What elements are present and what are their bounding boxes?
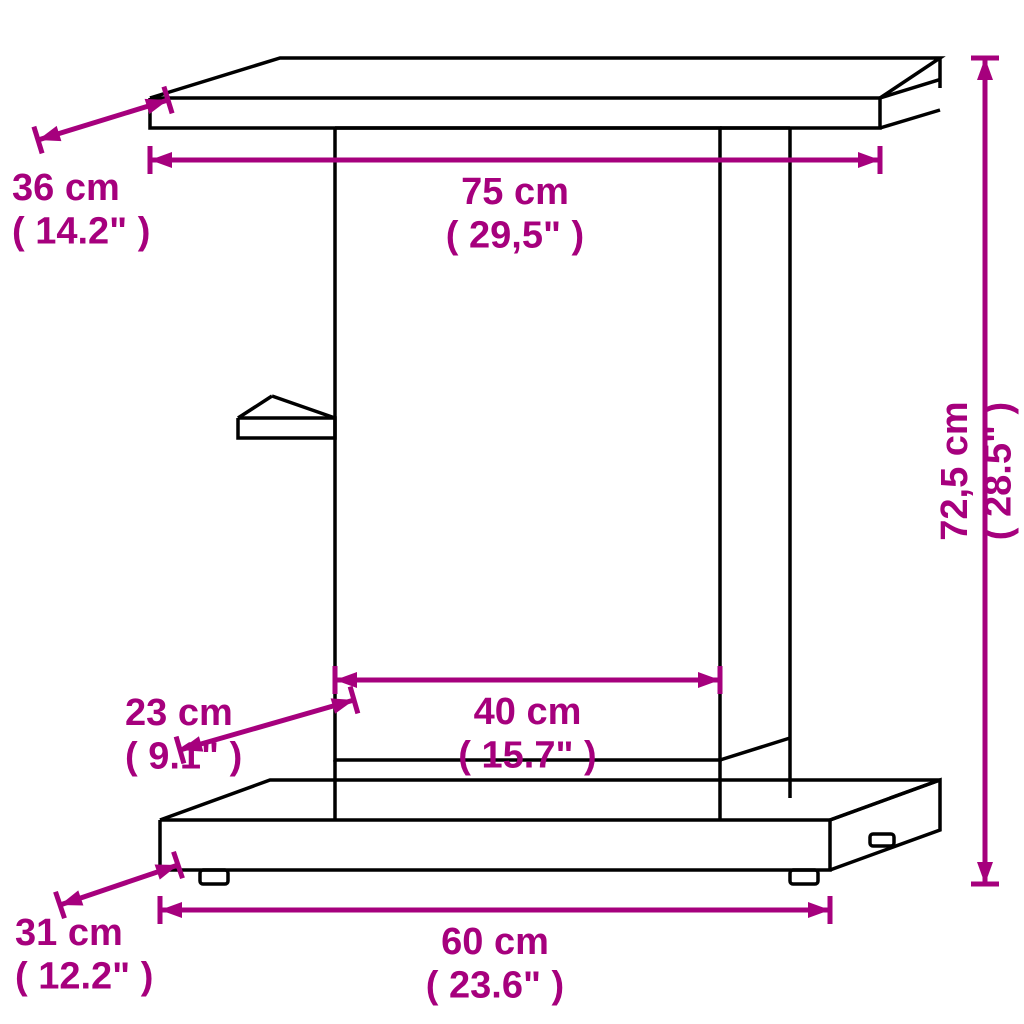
dim-mid-width: 40 cm( 15.7" ) <box>458 691 596 777</box>
dimension-diagram: 75 cm( 29,5" ) 36 cm( 14.2" ) 40 cm( 15.7"… <box>0 0 1024 1024</box>
svg-text:72,5 cm( 28.5" ): 72,5 cm( 28.5" ) <box>934 401 1020 540</box>
dim-top-depth: 36 cm( 14.2" ) <box>12 167 150 253</box>
dim-mid-depth: 23 cm( 9.1" ) <box>125 692 242 778</box>
dim-height: 72,5 cm( 28.5" ) <box>934 401 1020 540</box>
dim-top-width: 75 cm( 29,5" ) <box>446 171 584 257</box>
dim-base-width: 60 cm( 23.6" ) <box>426 921 564 1007</box>
dim-base-depth: 31 cm( 12.2" ) <box>15 912 153 998</box>
